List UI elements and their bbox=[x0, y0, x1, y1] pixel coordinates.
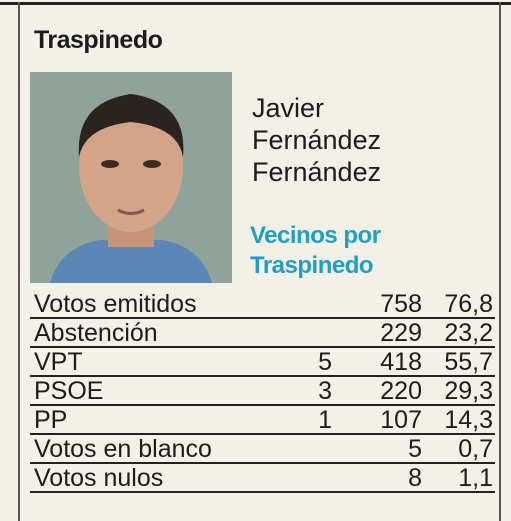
table-cell: 1 bbox=[318, 406, 332, 434]
left-rule bbox=[18, 2, 20, 521]
table-cell: 229 bbox=[380, 319, 422, 347]
party-name: Traspinedo bbox=[250, 252, 374, 279]
table-cell: 55,7 bbox=[444, 348, 493, 376]
table-cell: 23,2 bbox=[444, 319, 493, 347]
table-cell: PP bbox=[34, 406, 68, 434]
table-row: Abstención 229 23,2 bbox=[30, 319, 495, 348]
table-cell: 220 bbox=[380, 377, 422, 405]
table-cell: Votos nulos bbox=[34, 464, 164, 492]
table-cell: 758 bbox=[380, 290, 422, 318]
candidate-name: Javier bbox=[252, 93, 325, 123]
table-cell: PSOE bbox=[34, 377, 104, 405]
table-row: Votos en blanco 5 0,7 bbox=[30, 435, 495, 464]
table-cell: 29,3 bbox=[444, 377, 493, 405]
table-row: Votos nulos 8 1,1 bbox=[30, 464, 495, 493]
title: Traspinedo bbox=[34, 26, 163, 54]
table-cell: 3 bbox=[318, 377, 332, 405]
table-cell: 76,8 bbox=[444, 290, 493, 318]
table-cell: 14,3 bbox=[444, 406, 493, 434]
table-cell: VPT bbox=[34, 348, 83, 376]
table-row: Votos emitidos 758 76,8 bbox=[30, 290, 495, 319]
party-name: Vecinos por bbox=[250, 222, 381, 249]
table-cell: 8 bbox=[408, 464, 422, 492]
table-row: PSOE 3 220 29,3 bbox=[30, 377, 495, 406]
top-rule bbox=[0, 2, 511, 5]
candidate-photo bbox=[30, 72, 232, 283]
candidate-name: Fernández bbox=[252, 125, 382, 155]
table-cell: 1,1 bbox=[458, 464, 493, 492]
table-cell: Votos emitidos bbox=[34, 290, 197, 318]
right-rule bbox=[499, 2, 501, 521]
table-cell: 0,7 bbox=[458, 435, 493, 463]
table-cell: 5 bbox=[318, 348, 332, 376]
candidate-name: Fernández bbox=[252, 157, 382, 187]
table-row: VPT 5 418 55,7 bbox=[30, 348, 495, 377]
table-cell: 107 bbox=[380, 406, 422, 434]
table-cell: Abstención bbox=[34, 319, 158, 347]
table-cell: 5 bbox=[408, 435, 422, 463]
table-cell: 418 bbox=[380, 348, 422, 376]
table-cell: Votos en blanco bbox=[34, 435, 212, 463]
table-row: PP 1 107 14,3 bbox=[30, 406, 495, 435]
